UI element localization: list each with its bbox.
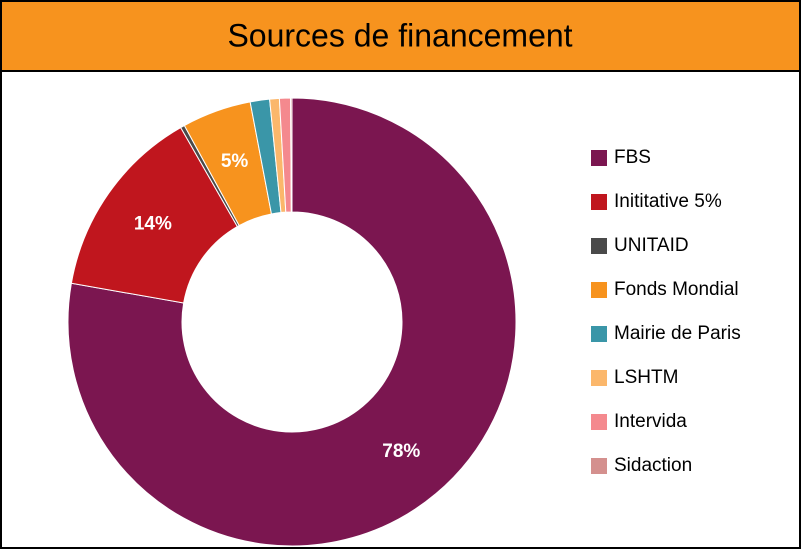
legend-swatch [591, 282, 607, 298]
donut-slice [67, 97, 517, 547]
legend-label: LSHTM [614, 367, 678, 388]
legend-swatch [591, 150, 607, 166]
legend-swatch [591, 458, 607, 474]
legend-label: Mairie de Paris [614, 323, 741, 344]
legend-swatch [591, 414, 607, 430]
legend-swatch [591, 326, 607, 342]
legend-label: Fonds Mondial [614, 279, 739, 300]
legend-label: Inititative 5% [614, 191, 722, 212]
data-label: 5% [221, 151, 249, 172]
data-label: 14% [134, 213, 172, 234]
legend-label: Intervida [614, 411, 687, 432]
legend-swatch [591, 370, 607, 386]
legend-label: FBS [614, 147, 651, 168]
donut-slice [290, 97, 293, 213]
data-label: 78% [382, 441, 420, 462]
legend-label: UNITAID [614, 235, 689, 256]
legend-swatch [591, 194, 607, 210]
title-band [0, 0, 801, 72]
chart-title: Sources de financement [227, 17, 572, 53]
legend-swatch [591, 238, 607, 254]
legend-label: Sidaction [614, 455, 692, 476]
